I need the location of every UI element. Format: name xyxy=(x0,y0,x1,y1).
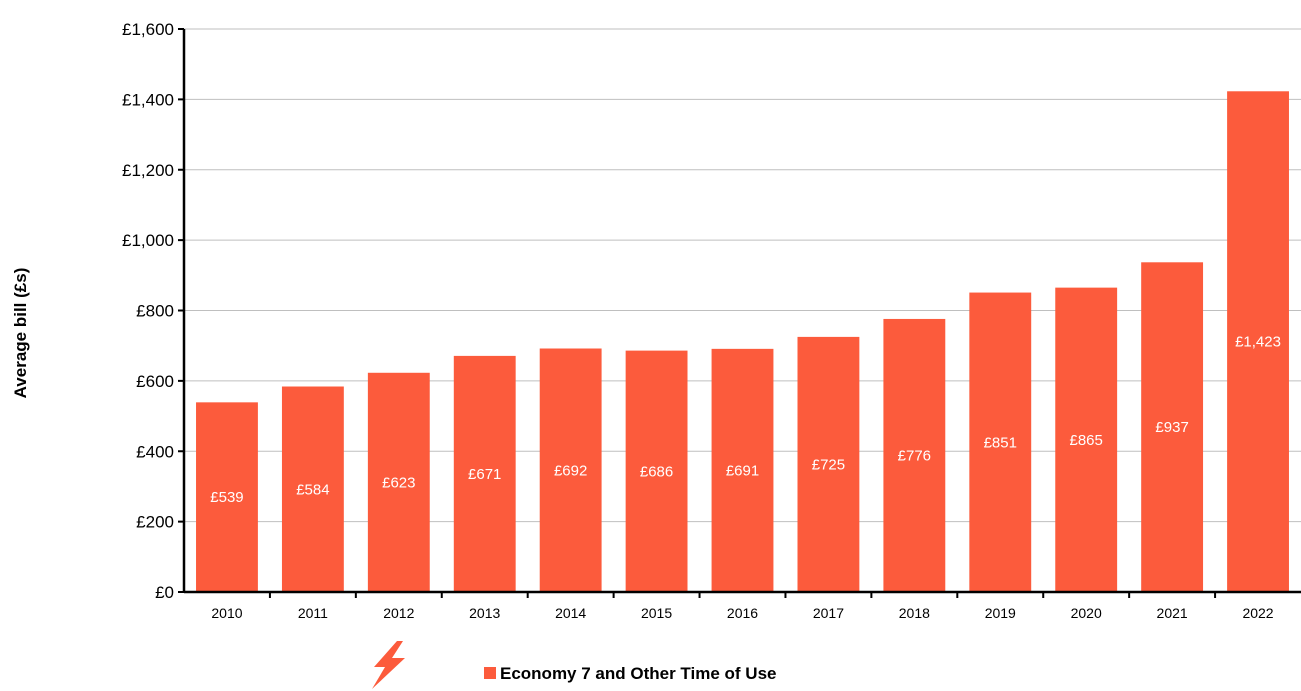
y-tick-label: £0 xyxy=(155,583,174,602)
bar-data-label: £725 xyxy=(812,456,845,473)
x-tick-label: 2017 xyxy=(813,605,844,621)
bar-data-label: £671 xyxy=(468,466,501,483)
bar xyxy=(281,386,344,592)
x-tick-label: 2013 xyxy=(469,605,500,621)
x-axis-ticks: 2010 2011 2012 2013 2014 2015 2016 2017 2018 2019… xyxy=(211,592,1274,621)
bar xyxy=(453,355,516,592)
x-tick-label: 2018 xyxy=(899,605,930,621)
bar-data-labels: £539 £584 £623 £671 £692 £686 £691 £725 £776 £851… xyxy=(210,334,1281,507)
bar-data-label: £691 xyxy=(726,462,759,479)
bar-data-label: £1,423 xyxy=(1235,334,1281,351)
bar-data-label: £851 xyxy=(984,434,1017,451)
bar xyxy=(196,402,258,592)
bar-data-label: £584 xyxy=(296,481,329,498)
legend-swatch xyxy=(484,667,496,679)
bar xyxy=(969,292,1032,592)
y-tick-label: £1,200 xyxy=(122,161,174,180)
legend-label: Economy 7 and Other Time of Use xyxy=(500,664,776,683)
bar xyxy=(1141,262,1204,592)
x-tick-label: 2022 xyxy=(1242,605,1273,621)
x-tick-label: 2020 xyxy=(1071,605,1102,621)
bar xyxy=(797,336,860,592)
bar xyxy=(1055,287,1118,592)
bar-data-label: £692 xyxy=(554,462,587,479)
x-tick-label: 2021 xyxy=(1157,605,1188,621)
y-tick-label: £1,400 xyxy=(122,90,174,109)
x-tick-label: 2016 xyxy=(727,605,758,621)
y-tick-label: £400 xyxy=(136,442,174,461)
y-tick-label: £200 xyxy=(136,513,174,532)
bar-data-label: £623 xyxy=(382,474,415,491)
y-tick-label: £800 xyxy=(136,302,174,321)
bar-data-label: £937 xyxy=(1155,419,1188,436)
bars xyxy=(196,91,1289,593)
bar xyxy=(367,372,430,592)
bar xyxy=(711,348,774,592)
x-tick-label: 2014 xyxy=(555,605,586,621)
x-tick-label: 2010 xyxy=(211,605,242,621)
y-tick-label: £1,000 xyxy=(122,231,174,250)
bar-data-label: £776 xyxy=(898,447,931,464)
lightning-bolt-icon xyxy=(372,641,405,689)
x-tick-label: 2012 xyxy=(383,605,414,621)
y-axis-label: Average bill (£s) xyxy=(11,268,30,399)
x-tick-label: 2011 xyxy=(298,605,328,621)
x-tick-label: 2019 xyxy=(985,605,1016,621)
bar xyxy=(883,318,946,592)
bar-data-label: £865 xyxy=(1070,432,1103,449)
bar xyxy=(539,348,602,592)
y-axis-ticks: £0 £200 £400 £600 £800 £1,000 £1,200 £1,400 £1,6… xyxy=(122,20,184,602)
bar xyxy=(1227,91,1289,593)
bar-data-label: £539 xyxy=(210,489,243,506)
y-tick-label: £600 xyxy=(136,372,174,391)
bar xyxy=(625,350,688,592)
y-tick-label: £1,600 xyxy=(122,20,174,39)
x-tick-label: 2015 xyxy=(641,605,672,621)
bar-data-label: £686 xyxy=(640,463,673,480)
legend: Economy 7 and Other Time of Use xyxy=(372,641,776,689)
